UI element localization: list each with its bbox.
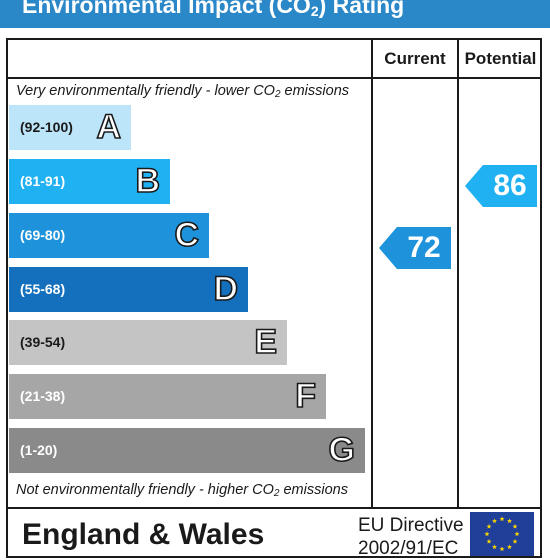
eu-star-icon [492,518,497,523]
eu-star-icon [500,546,505,551]
band-range: (81-91) [20,159,65,204]
band-letter: C [174,213,199,258]
band-letter: A [96,105,121,150]
note-top-prefix: Very environmentally friendly - lower CO [16,83,275,99]
rating-band-a: (92-100) A [9,105,131,150]
column-header-potential: Potential [459,44,542,74]
eu-star-icon [507,518,512,523]
title-bar: Environmental Impact (CO2) Rating [0,0,550,28]
band-range: (92-100) [20,105,73,150]
band-letter: F [295,374,316,419]
band-letter: G [329,428,355,473]
page-title: Environmental Impact (CO2) Rating [22,0,404,18]
band-range: (21-38) [20,374,65,419]
band-letter: D [213,267,238,312]
current-rating-value: 72 [397,227,451,269]
band-range: (39-54) [20,320,65,365]
note-bottom-prefix: Not environmentally friendly - higher CO [16,482,274,498]
divider-potential-left [457,38,459,508]
eu-star-icon [492,544,497,549]
eu-star-icon [485,531,490,536]
note-top: Very environmentally friendly - lower CO… [16,83,349,100]
eu-flag-icon [470,512,534,556]
eu-star-icon [500,516,505,521]
band-letter: B [135,159,160,204]
note-top-suffix: emissions [281,83,350,99]
rating-band-e: (39-54) E [9,320,287,365]
note-bottom-suffix: emissions [279,482,348,498]
column-header-current: Current [373,44,457,74]
rating-band-b: (81-91) B [9,159,170,204]
rating-band-d: (55-68) D [9,267,248,312]
eu-star-icon [487,524,492,529]
eu-star-icon [513,524,518,529]
rating-band-c: (69-80) C [9,213,209,258]
potential-rating-value: 86 [483,165,537,207]
band-range: (69-80) [20,213,65,258]
title-prefix: Environmental Impact (CO [22,0,311,18]
footer-divider [6,507,542,509]
eu-star-icon [515,531,520,536]
band-letter: E [254,320,277,365]
eu-star-icon [507,544,512,549]
band-range: (55-68) [20,267,65,312]
band-range: (1-20) [20,428,57,473]
title-suffix: ) Rating [319,0,405,18]
rating-band-g: (1-20) G [9,428,365,473]
header-row-divider [6,77,542,79]
divider-current-left [371,38,373,508]
eu-flag-stars [470,512,534,556]
rating-band-f: (21-38) F [9,374,326,419]
eu-star-icon [487,539,492,544]
note-bottom: Not environmentally friendly - higher CO… [16,482,348,499]
eu-directive-number: 2002/91/EC [358,538,458,560]
eu-star-icon [513,539,518,544]
title-subscript: 2 [311,3,319,19]
eu-directive-label: EU Directive [358,515,464,537]
region-label: England & Wales [22,518,264,552]
